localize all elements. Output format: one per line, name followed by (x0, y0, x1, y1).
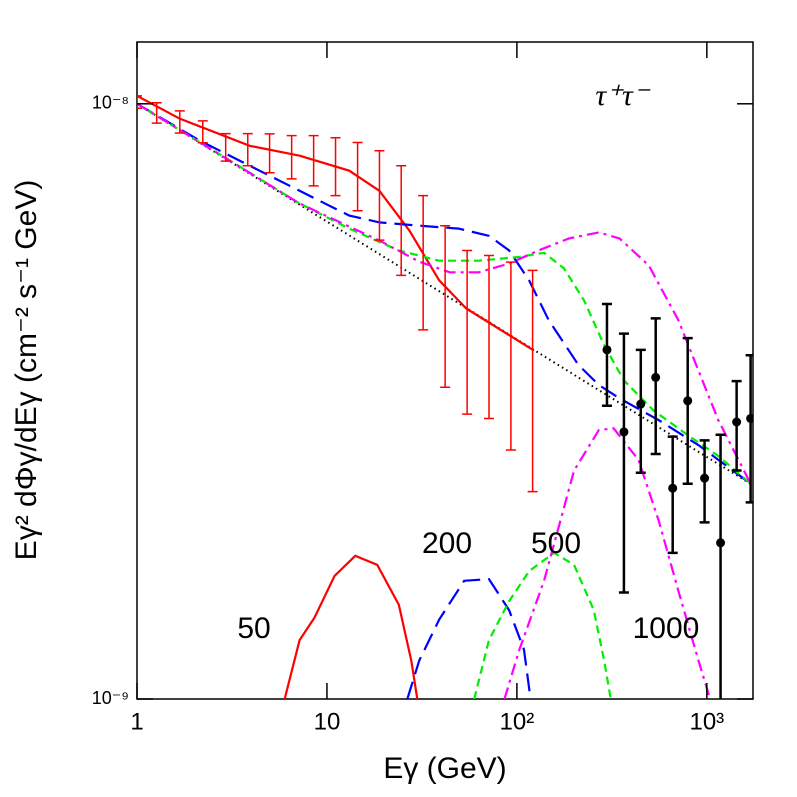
error-bar (635, 348, 646, 474)
error-bar (242, 132, 253, 167)
x-tick-label: 10³ (689, 708, 724, 735)
data-point (651, 372, 661, 382)
error-bar (286, 134, 297, 180)
annotation: 200 (422, 527, 472, 560)
data-point (668, 483, 678, 493)
curve (137, 102, 752, 485)
data-point (746, 413, 753, 423)
y-axis-label: Eγ² dΦγ/dEγ (cm⁻² s⁻¹ GeV) (10, 180, 43, 561)
data-point (619, 427, 629, 437)
error-bar (745, 354, 753, 504)
data-point (683, 396, 693, 406)
error-bar (715, 433, 726, 699)
curve (137, 94, 535, 352)
error-bar (418, 194, 429, 331)
x-axis-label: Eγ (GeV) (383, 752, 506, 785)
error-bar (483, 254, 494, 420)
error-bar (220, 132, 231, 162)
error-bar (440, 224, 451, 389)
curve (473, 551, 612, 699)
error-bar (505, 261, 516, 451)
error-bar (330, 136, 341, 197)
data-point (602, 345, 612, 355)
data-point (732, 417, 742, 427)
y-tick-label: 10⁻⁸ (92, 93, 129, 113)
y-tick-label: 10⁻⁹ (92, 688, 129, 708)
error-bar (137, 95, 142, 109)
plot-area (137, 94, 753, 699)
curve (137, 102, 752, 485)
error-bar (374, 149, 385, 241)
x-tick-label: 10 (314, 708, 341, 735)
plot-frame (136, 41, 754, 700)
curve (406, 577, 532, 699)
curve (283, 554, 419, 699)
error-bar (264, 133, 275, 174)
error-bar (308, 134, 319, 187)
error-bar (352, 141, 363, 212)
data-point (716, 538, 726, 548)
annotation: 1000 (633, 612, 700, 645)
error-bar (151, 102, 162, 124)
curve (137, 102, 752, 485)
error-bar (462, 249, 473, 415)
error-bar (650, 317, 661, 456)
error-bar (174, 110, 185, 134)
error-bar (682, 336, 693, 485)
x-tick-label: 10² (500, 708, 535, 735)
error-bar (527, 269, 538, 493)
error-bar (601, 302, 612, 407)
error-bar (667, 435, 678, 555)
error-bar (197, 120, 208, 144)
error-bar (396, 164, 407, 277)
data-point (636, 399, 646, 409)
x-tick-label: 1 (130, 708, 143, 735)
error-bar (618, 332, 629, 594)
curve (503, 427, 712, 699)
data-point (700, 473, 710, 483)
annotation: τ⁺τ⁻ (595, 79, 650, 112)
annotation: 50 (237, 612, 270, 645)
annotation: 500 (531, 527, 581, 560)
